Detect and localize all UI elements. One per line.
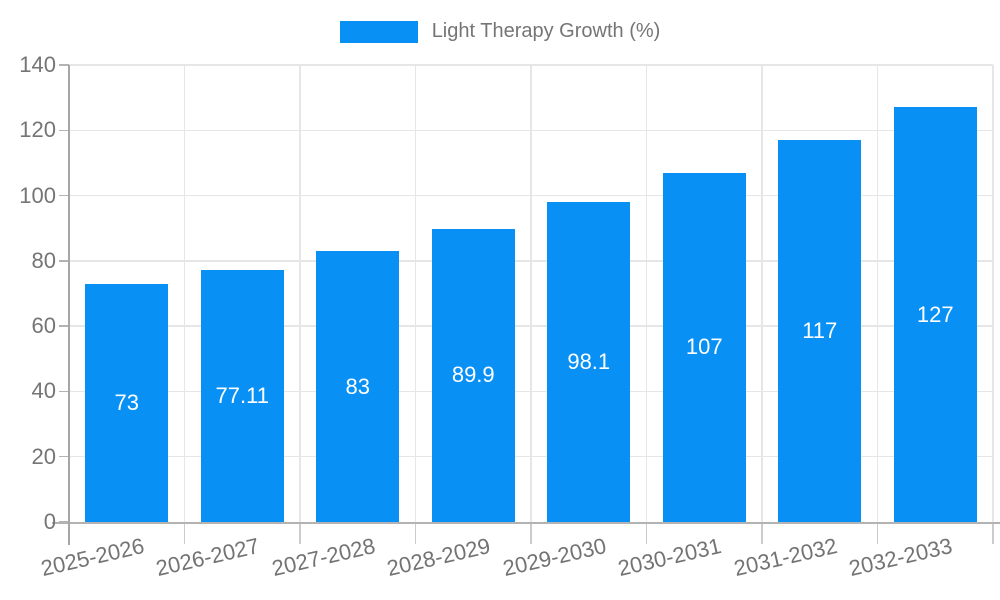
y-axis-tick-label: 140	[19, 52, 56, 77]
y-axis-tick	[59, 129, 69, 132]
x-axis-line	[52, 522, 1000, 524]
bar[interactable]: 127	[893, 107, 977, 522]
bar-value-label: 77.11	[215, 383, 269, 409]
bar[interactable]: 83	[316, 251, 400, 522]
x-gridline	[876, 65, 879, 522]
y-axis-tick	[59, 390, 69, 393]
bar[interactable]: 73	[85, 283, 169, 522]
x-axis-tick	[299, 524, 301, 544]
y-axis-tick-label: 80	[31, 247, 56, 273]
bar-value-label: 73	[114, 389, 139, 415]
x-gridline	[645, 65, 648, 522]
y-axis-tick	[59, 260, 69, 262]
y-axis-tick-label: 20	[31, 443, 56, 469]
y-axis-tick-label: 60	[31, 313, 56, 339]
x-axis-tick	[645, 524, 648, 544]
x-axis-tick	[183, 524, 186, 544]
y-axis-tick-label: 100	[19, 182, 56, 208]
x-gridline	[530, 65, 532, 522]
y-axis-tick-label: 40	[31, 378, 56, 404]
bar[interactable]: 89.9	[431, 228, 515, 522]
x-axis-tick-label: 2032-2033	[846, 533, 955, 582]
x-gridline	[414, 65, 417, 522]
x-axis-tick	[876, 524, 879, 544]
plot-area: 0 20 40 60 80 100 120 140 73 77.11 83 89.9 98.1 107 11…	[19, 53, 1000, 581]
x-axis-tick-label: 2027-2028	[269, 533, 378, 582]
y-axis-tick	[59, 325, 69, 327]
x-axis-tick-label: 2026-2027	[153, 533, 262, 582]
x-axis-tick	[761, 524, 763, 544]
bar-value-label: 127	[916, 301, 954, 327]
bar[interactable]: 77.11	[200, 270, 284, 522]
legend-label: Light Therapy Growth (%)	[431, 20, 661, 42]
x-axis-tick-label: 2028-2029	[384, 533, 493, 582]
y-axis-tick	[59, 194, 69, 197]
x-axis-tick-label: 2025-2026	[38, 533, 147, 582]
bar-value-label: 83	[345, 373, 370, 399]
x-axis-tick-label: 2030-2031	[615, 533, 724, 582]
x-gridline	[992, 65, 994, 522]
bar[interactable]: 117	[778, 140, 862, 522]
y-axis-line	[68, 65, 70, 545]
bar-value-label: 107	[685, 334, 723, 360]
bar-value-label: 98.1	[567, 348, 611, 374]
x-gridline	[299, 65, 301, 522]
y-axis-tick-label: 0	[43, 509, 56, 534]
y-axis-tick	[59, 455, 69, 458]
x-gridline	[183, 65, 186, 522]
bar-value-label: 117	[802, 318, 838, 344]
x-gridline	[761, 65, 763, 522]
x-axis-tick	[992, 524, 994, 544]
x-axis-tick	[530, 524, 532, 544]
bar-value-label: 89.9	[451, 362, 495, 388]
x-axis-tick-label: 2029-2030	[500, 533, 609, 582]
bar[interactable]: 107	[662, 172, 746, 522]
bar[interactable]: 98.1	[547, 201, 631, 522]
legend-item[interactable]: Light Therapy Growth (%)	[0, 20, 1000, 43]
x-axis-tick	[414, 524, 417, 544]
y-axis-tick-label: 120	[19, 117, 56, 143]
legend-swatch	[339, 20, 418, 43]
x-axis-tick-label: 2031-2032	[731, 533, 840, 582]
y-axis-tick	[59, 64, 69, 66]
